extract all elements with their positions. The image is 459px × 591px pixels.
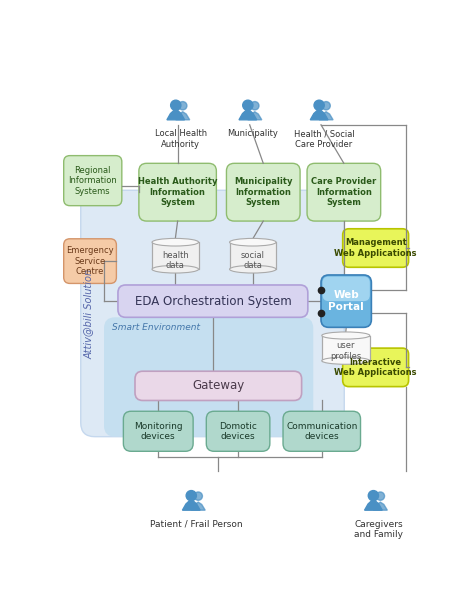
- Circle shape: [242, 100, 252, 111]
- Polygon shape: [373, 502, 386, 510]
- Text: Web
Portal: Web Portal: [328, 290, 363, 312]
- Text: Municipality: Municipality: [227, 129, 278, 138]
- Circle shape: [250, 102, 258, 110]
- Text: Management
Web Applications: Management Web Applications: [334, 238, 416, 258]
- FancyBboxPatch shape: [307, 163, 380, 221]
- Text: Municipality
Information
System: Municipality Information System: [234, 177, 292, 207]
- Polygon shape: [310, 110, 327, 120]
- FancyBboxPatch shape: [320, 275, 370, 327]
- Text: user
profiles: user profiles: [330, 342, 361, 361]
- Circle shape: [170, 100, 180, 111]
- Polygon shape: [182, 500, 200, 510]
- Text: EDA Orchestration System: EDA Orchestration System: [134, 295, 291, 308]
- FancyBboxPatch shape: [118, 285, 307, 317]
- Text: Attiv@bili Solution: Attiv@bili Solution: [84, 268, 93, 359]
- Text: Emergency
Service
Centre: Emergency Service Centre: [66, 246, 114, 276]
- FancyBboxPatch shape: [139, 163, 216, 221]
- FancyBboxPatch shape: [134, 371, 301, 401]
- FancyBboxPatch shape: [226, 163, 299, 221]
- Ellipse shape: [229, 238, 275, 246]
- Polygon shape: [191, 502, 205, 510]
- Text: Monitoring
devices: Monitoring devices: [134, 421, 182, 441]
- Bar: [229, 242, 275, 269]
- Polygon shape: [175, 112, 189, 120]
- FancyBboxPatch shape: [206, 411, 269, 452]
- Circle shape: [368, 491, 378, 501]
- FancyBboxPatch shape: [63, 239, 116, 284]
- Ellipse shape: [152, 265, 198, 273]
- Text: Caregivers
and Family: Caregivers and Family: [353, 520, 402, 539]
- Polygon shape: [319, 112, 332, 120]
- Text: health
data: health data: [162, 251, 188, 270]
- Ellipse shape: [152, 238, 198, 246]
- Text: Regional
Information
Systems: Regional Information Systems: [68, 165, 117, 196]
- Text: Care Provider
Information
System: Care Provider Information System: [311, 177, 375, 207]
- Polygon shape: [239, 110, 256, 120]
- Text: Patient / Frail Person: Patient / Frail Person: [150, 520, 242, 529]
- Polygon shape: [364, 500, 381, 510]
- Polygon shape: [167, 110, 184, 120]
- Circle shape: [186, 491, 196, 501]
- Text: Health Authority
Information
System: Health Authority Information System: [138, 177, 217, 207]
- Bar: [321, 336, 369, 361]
- Circle shape: [375, 492, 384, 500]
- FancyBboxPatch shape: [63, 155, 122, 206]
- Text: Local Health
Authority: Local Health Authority: [154, 129, 207, 149]
- Circle shape: [313, 100, 324, 111]
- FancyBboxPatch shape: [282, 411, 360, 452]
- Circle shape: [194, 492, 202, 500]
- FancyBboxPatch shape: [123, 411, 193, 452]
- FancyBboxPatch shape: [322, 277, 369, 301]
- Polygon shape: [247, 112, 261, 120]
- Bar: [152, 242, 198, 269]
- Circle shape: [321, 102, 330, 110]
- Text: Domotic
devices: Domotic devices: [218, 421, 257, 441]
- Ellipse shape: [321, 357, 369, 364]
- FancyBboxPatch shape: [342, 348, 408, 387]
- Text: Gateway: Gateway: [192, 379, 244, 392]
- Text: social
data: social data: [240, 251, 264, 270]
- Text: Interactive
Web Applications: Interactive Web Applications: [334, 358, 416, 377]
- Text: Health / Social
Care Provider: Health / Social Care Provider: [293, 129, 354, 149]
- FancyBboxPatch shape: [81, 190, 343, 437]
- FancyBboxPatch shape: [342, 229, 408, 267]
- Ellipse shape: [229, 265, 275, 273]
- Ellipse shape: [321, 332, 369, 339]
- Text: Communication
devices: Communication devices: [285, 421, 357, 441]
- Circle shape: [178, 102, 186, 110]
- Text: Smart Environment: Smart Environment: [112, 323, 199, 333]
- FancyBboxPatch shape: [104, 317, 313, 437]
